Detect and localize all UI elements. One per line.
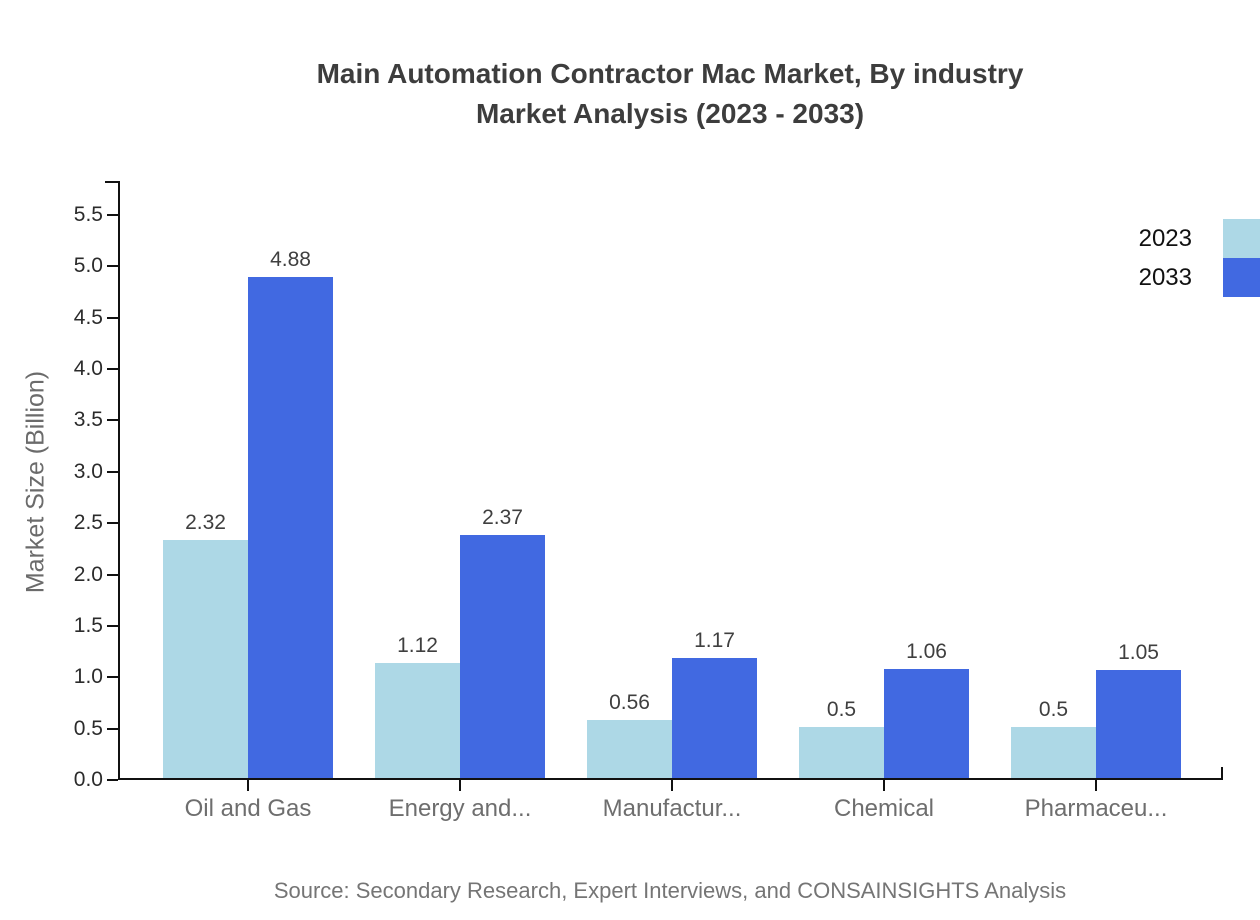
- legend-label: 2033: [1138, 263, 1192, 291]
- category-label: Oil and Gas: [184, 795, 312, 822]
- legend-swatch-2023: [1223, 219, 1260, 258]
- y-tick-mark: [107, 573, 118, 576]
- legend-item-2023: 2023: [1139, 219, 1260, 258]
- bar-2033: [248, 276, 333, 778]
- legend-swatch-2033: [1223, 258, 1260, 297]
- y-tick-mark: [107, 624, 118, 627]
- y-tick-mark: [107, 316, 118, 319]
- y-tick-mark: [107, 419, 118, 422]
- x-tick-mark: [883, 780, 885, 791]
- value-label: 0.56: [609, 691, 650, 715]
- y-tick-label: 0.5: [73, 716, 103, 740]
- bar-2023: [163, 539, 248, 778]
- y-tick-label: 3.5: [73, 408, 103, 432]
- y-tick-mark: [107, 265, 118, 268]
- value-label: 1.05: [1118, 641, 1159, 665]
- y-tick-label: 4.5: [73, 305, 103, 329]
- bar-2023: [1011, 726, 1096, 778]
- legend-item-2033: 2033: [1139, 258, 1260, 297]
- y-tick-mark: [107, 779, 118, 781]
- value-label: 1.17: [694, 628, 735, 652]
- x-tick-mark: [247, 780, 249, 791]
- bar-2023: [587, 720, 672, 778]
- x-axis-endcap: [1221, 767, 1223, 778]
- bar-2023: [375, 662, 460, 778]
- value-label: 2.32: [185, 510, 226, 534]
- y-tick-mark: [107, 470, 118, 473]
- y-tick-mark: [107, 727, 118, 730]
- y-tick-label: 1.0: [73, 665, 103, 689]
- x-tick-mark: [671, 780, 673, 791]
- value-label: 4.88: [270, 247, 311, 271]
- y-tick-mark: [107, 214, 118, 216]
- y-tick-label: 3.0: [73, 459, 103, 483]
- y-axis-endcap: [105, 181, 120, 183]
- plot-area: 0.0 0.5 1.0 1.5 2.0 2.5 3.0 3.5 4.0 4.5 5.0 5.5 Oil …: [74, 181, 1223, 822]
- y-tick-label: 4.0: [73, 357, 103, 381]
- x-tick-mark: [459, 780, 461, 791]
- bar-2033: [460, 534, 545, 778]
- legend: 2023 2033: [1139, 219, 1260, 297]
- y-tick-label: 5.5: [73, 203, 103, 226]
- chart-title-line2: Market Analysis (2023 - 2033): [475, 98, 865, 129]
- bar-2023: [799, 726, 884, 778]
- category-label: Pharmaceu...: [1024, 795, 1168, 822]
- chart-title-line1: Main Automation Contractor Mac Market, B…: [316, 58, 1024, 89]
- y-tick-label: 2.5: [73, 511, 103, 535]
- y-tick-label: 5.0: [73, 254, 103, 278]
- y-tick-label: 0.0: [73, 768, 103, 791]
- y-tick-label: 2.0: [73, 562, 103, 586]
- y-tick-mark: [107, 368, 118, 371]
- bar-2033: [884, 669, 969, 778]
- category-label: Manufactur...: [602, 795, 742, 822]
- value-label: 1.06: [906, 640, 947, 664]
- category-label: Energy and...: [388, 795, 532, 822]
- value-label: 0.5: [1038, 697, 1069, 721]
- value-label: 2.37: [482, 505, 523, 529]
- x-tick-mark: [1095, 780, 1097, 791]
- y-tick-mark: [107, 522, 118, 525]
- value-label: 1.12: [397, 633, 438, 657]
- value-label: 0.5: [826, 697, 857, 721]
- legend-label: 2023: [1138, 224, 1192, 252]
- chart-title: Main Automation Contractor Mac Market, B…: [80, 54, 1260, 134]
- y-tick-mark: [107, 676, 118, 679]
- source-note: Source: Secondary Research, Expert Inter…: [273, 878, 1067, 903]
- y-tick-label: 1.5: [73, 613, 103, 637]
- category-label: Chemical: [833, 795, 935, 822]
- bar-2033: [672, 657, 757, 778]
- bar-2033: [1096, 670, 1181, 778]
